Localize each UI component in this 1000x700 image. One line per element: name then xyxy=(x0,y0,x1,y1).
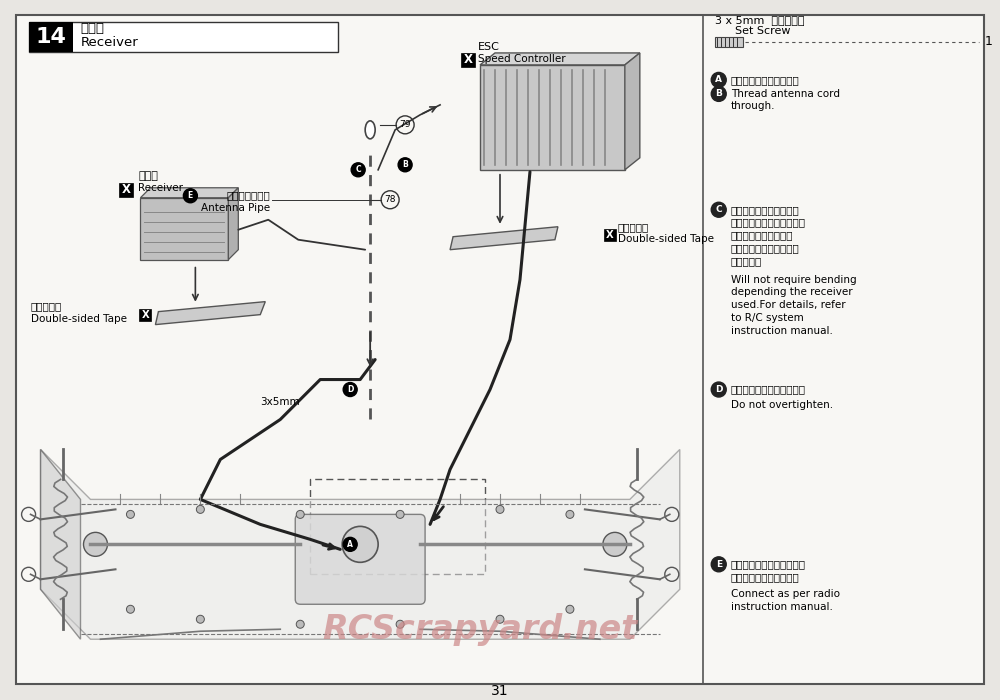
Text: X: X xyxy=(122,183,131,196)
Text: C: C xyxy=(355,165,361,174)
Circle shape xyxy=(126,606,134,613)
FancyBboxPatch shape xyxy=(119,183,133,197)
Circle shape xyxy=(126,510,134,519)
Circle shape xyxy=(342,526,378,562)
Text: Set Screw: Set Screw xyxy=(735,26,790,36)
Text: プロボの説明書を参考に、
コネクターを接続する。: プロボの説明書を参考に、 コネクターを接続する。 xyxy=(731,559,806,582)
Polygon shape xyxy=(41,449,81,639)
Polygon shape xyxy=(140,188,238,198)
Text: 3 x 5mm  セットビス: 3 x 5mm セットビス xyxy=(715,15,804,25)
Circle shape xyxy=(396,510,404,519)
Polygon shape xyxy=(228,188,238,260)
Text: Thread antenna cord
through.: Thread antenna cord through. xyxy=(731,89,840,111)
Circle shape xyxy=(343,382,357,396)
Text: D: D xyxy=(347,385,353,394)
Text: Receiver: Receiver xyxy=(138,183,183,193)
Text: Speed Controller: Speed Controller xyxy=(478,54,566,64)
Text: X: X xyxy=(142,309,149,320)
Text: B: B xyxy=(715,90,722,99)
Circle shape xyxy=(496,505,504,513)
Circle shape xyxy=(183,189,197,203)
Polygon shape xyxy=(625,53,640,170)
Circle shape xyxy=(711,556,726,572)
FancyBboxPatch shape xyxy=(604,229,616,241)
Ellipse shape xyxy=(365,121,375,139)
Circle shape xyxy=(711,382,726,397)
Text: RCScrapyard.net: RCScrapyard.net xyxy=(322,612,638,645)
Text: Do not overtighten.: Do not overtighten. xyxy=(731,400,833,410)
Circle shape xyxy=(351,163,365,177)
FancyBboxPatch shape xyxy=(29,22,73,52)
FancyBboxPatch shape xyxy=(140,198,228,260)
Text: 両面テープ: 両面テープ xyxy=(618,222,649,232)
Text: Receiver: Receiver xyxy=(81,36,138,50)
Polygon shape xyxy=(450,227,558,250)
Text: 1: 1 xyxy=(984,36,992,48)
Circle shape xyxy=(196,615,204,623)
FancyBboxPatch shape xyxy=(715,37,743,47)
Circle shape xyxy=(566,606,574,613)
Text: Connect as per radio
instruction manual.: Connect as per radio instruction manual. xyxy=(731,589,840,612)
Circle shape xyxy=(711,202,726,217)
Text: ESC: ESC xyxy=(478,42,500,52)
Text: あまり強く締め込まない。: あまり強く締め込まない。 xyxy=(731,384,806,395)
Text: 受信機: 受信機 xyxy=(138,171,158,181)
Circle shape xyxy=(196,505,204,513)
Circle shape xyxy=(711,72,726,88)
Text: アンテナコードを通す。: アンテナコードを通す。 xyxy=(731,75,799,85)
FancyBboxPatch shape xyxy=(29,22,338,52)
Circle shape xyxy=(711,86,726,101)
Text: 両面テープ: 両面テープ xyxy=(31,302,62,312)
Circle shape xyxy=(398,158,412,172)
Text: X: X xyxy=(464,53,473,66)
FancyBboxPatch shape xyxy=(295,514,425,604)
Polygon shape xyxy=(155,302,265,325)
Text: Antenna Pipe: Antenna Pipe xyxy=(201,203,270,213)
Text: C: C xyxy=(715,205,722,214)
Circle shape xyxy=(603,533,627,557)
Text: E: E xyxy=(716,560,722,569)
Text: 78: 78 xyxy=(384,195,396,204)
Circle shape xyxy=(496,615,504,623)
Circle shape xyxy=(84,533,107,557)
Text: E: E xyxy=(188,191,193,200)
Text: X: X xyxy=(606,230,614,239)
Text: A: A xyxy=(347,540,353,549)
Text: 14: 14 xyxy=(35,27,66,47)
Text: A: A xyxy=(715,76,722,85)
Text: 受信機: 受信機 xyxy=(81,22,105,36)
Circle shape xyxy=(296,510,304,519)
Polygon shape xyxy=(480,53,640,65)
Text: 使用する受信機によって
は折り曲げずに取付ける。
詳しくはご使用になる
プロポの説明書に従って
ください。: 使用する受信機によって は折り曲げずに取付ける。 詳しくはご使用になる プロポの… xyxy=(731,205,806,266)
Circle shape xyxy=(343,538,357,552)
Text: D: D xyxy=(715,385,722,394)
Circle shape xyxy=(566,510,574,519)
Circle shape xyxy=(396,620,404,628)
Text: Double-sided Tape: Double-sided Tape xyxy=(31,314,127,323)
Text: アンテナパイプ: アンテナパイプ xyxy=(227,190,270,200)
FancyBboxPatch shape xyxy=(480,65,625,170)
FancyBboxPatch shape xyxy=(139,309,151,321)
Text: 79: 79 xyxy=(399,120,411,130)
FancyBboxPatch shape xyxy=(461,53,475,67)
FancyBboxPatch shape xyxy=(16,15,984,684)
Text: 31: 31 xyxy=(491,684,509,698)
Text: B: B xyxy=(402,160,408,169)
Text: Will not require bending
depending the receiver
used.For details, refer
to R/C s: Will not require bending depending the r… xyxy=(731,274,856,336)
Text: Double-sided Tape: Double-sided Tape xyxy=(618,234,714,244)
Circle shape xyxy=(296,620,304,628)
Polygon shape xyxy=(41,449,680,639)
Text: 3x5mm: 3x5mm xyxy=(261,396,300,407)
